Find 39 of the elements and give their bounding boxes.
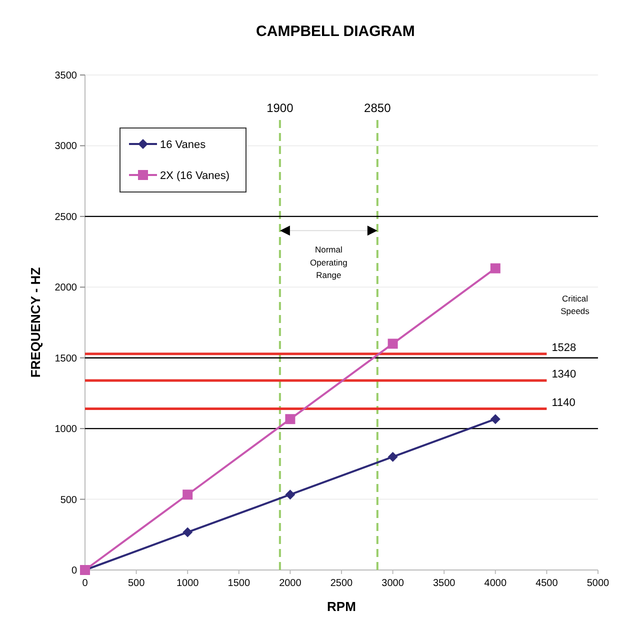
x-tick-label: 4000 [484,578,507,589]
y-tick-label: 2000 [54,282,78,294]
ref-line-label: 1528 [552,342,576,354]
point [182,527,193,538]
annotation: Normal Operating Range [310,244,348,280]
x-tick-label: 500 [128,578,146,589]
point [490,414,500,424]
ref-line-label: 1900 [266,101,294,115]
point [388,338,398,349]
point [182,490,193,500]
ref-line-label: 1140 [552,396,576,409]
x-tick-label: 3500 [432,578,456,589]
x-tick-label: 1500 [228,578,250,589]
y-tick-label: 3500 [54,70,78,82]
y-axis-title: FREQUENCY - HZ [28,267,43,378]
ref-line-label: 2850 [364,101,392,115]
x-tick-label: 4500 [536,578,558,589]
y-tick-label: 2500 [54,212,78,223]
x-axis-title: RPM [327,599,356,614]
x-tick-label: 0 [82,578,88,589]
point [285,414,296,424]
y-tick-label: 1000 [54,424,78,436]
point [285,490,296,500]
ref-line-label: 1340 [552,368,576,380]
x-tick-label: 3000 [382,578,404,589]
y-tick-label: 0 [71,566,78,576]
annotation: Critical Speeds [560,293,590,316]
point [388,452,398,462]
x-tick-label: 1000 [176,578,200,589]
chart-title: CAMPBELL DIAGRAM [256,23,415,40]
y-tick-label: 3000 [54,141,78,152]
y-tick-label: 500 [60,494,78,506]
x-tick-label: 2500 [330,578,354,589]
point [490,263,500,274]
legend-label: 16 Vanes [160,138,206,151]
legend-label: 2X (16 Vanes) [160,170,230,182]
y-tick-label: 1500 [54,353,78,364]
x-tick-label: 2000 [279,578,302,589]
x-tick-label: 5000 [586,578,610,589]
